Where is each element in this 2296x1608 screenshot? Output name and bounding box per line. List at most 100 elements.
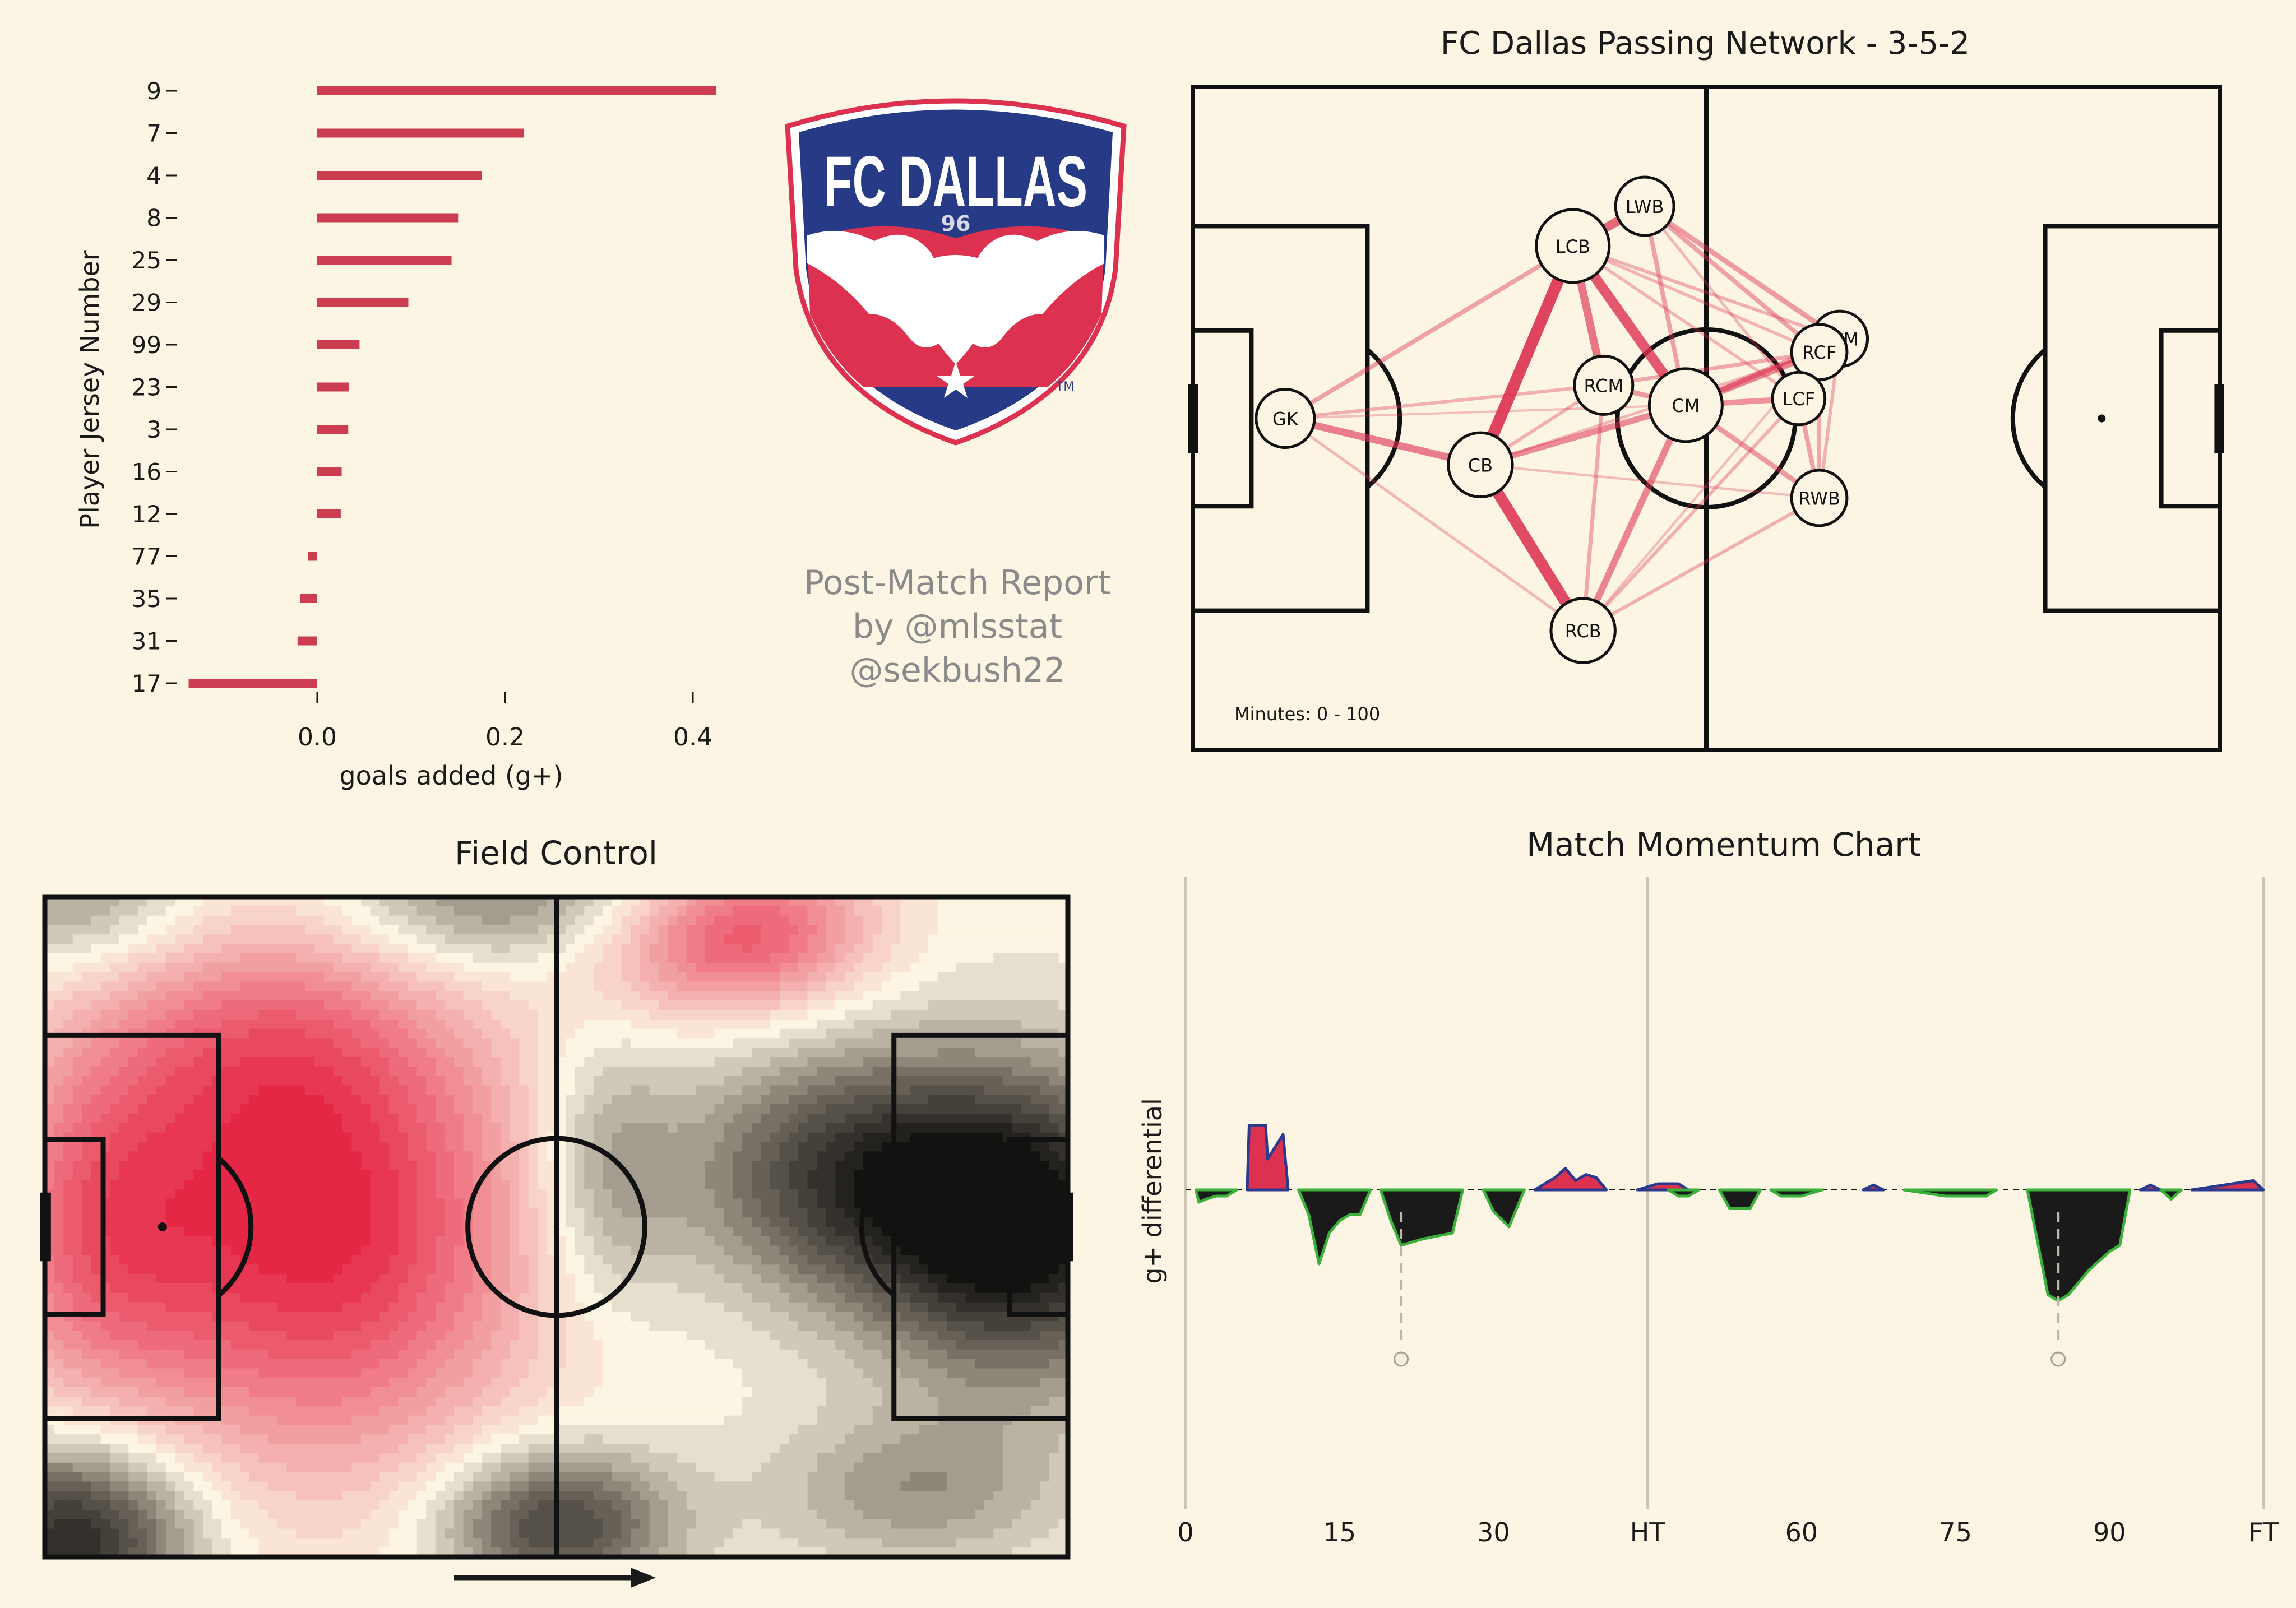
heat-cell — [258, 1009, 269, 1020]
gplus-ylabel-4: 4 — [146, 162, 161, 189]
heat-cell — [91, 1095, 101, 1105]
heat-cell — [649, 1302, 659, 1313]
heat-cell — [593, 1227, 604, 1237]
heat-cell — [416, 1245, 427, 1256]
heat-cell — [435, 1189, 446, 1199]
heat-cell — [193, 925, 203, 935]
heat-cell — [705, 1076, 715, 1086]
heat-cell — [342, 1255, 353, 1265]
heat-cell — [909, 925, 920, 935]
heat-cell — [937, 1245, 947, 1256]
heat-cell — [528, 1274, 538, 1284]
heat-cell — [807, 1161, 817, 1171]
heat-cell — [817, 1245, 827, 1256]
heat-cell — [463, 972, 473, 983]
heat-cell — [696, 1302, 706, 1313]
heat-cell — [416, 1198, 427, 1208]
heat-cell — [928, 972, 938, 983]
heat-cell — [659, 1057, 669, 1067]
heat-cell — [575, 1019, 585, 1030]
heat-cell — [286, 1114, 297, 1124]
heat-cell — [165, 962, 175, 973]
heat-cell — [1012, 1189, 1022, 1199]
heat-cell — [863, 1161, 873, 1171]
heat-cell — [1049, 1227, 1059, 1237]
heat-cell — [928, 1245, 938, 1256]
heat-cell — [268, 1009, 278, 1020]
heat-cell — [463, 1038, 473, 1048]
heat-cell — [677, 1048, 687, 1058]
heat-cell — [454, 1057, 464, 1067]
player-node-cm — [1647, 367, 1724, 443]
heat-cell — [1040, 1048, 1050, 1058]
heat-cell — [612, 1198, 622, 1208]
heat-cell — [835, 1095, 845, 1105]
heat-cell — [249, 1179, 260, 1190]
heat-cell — [82, 1104, 92, 1114]
heat-cell — [742, 1274, 752, 1284]
heat-cell — [463, 1009, 473, 1020]
heat-cell — [584, 981, 594, 991]
heat-cell — [314, 1264, 325, 1275]
heat-cell — [919, 1132, 929, 1143]
heat-cell — [975, 1208, 985, 1218]
heat-cell — [361, 1208, 371, 1218]
heat-cell — [110, 1255, 120, 1265]
heat-cell — [119, 1048, 129, 1058]
heat-cell — [370, 1085, 380, 1095]
heat-cell — [388, 1066, 399, 1077]
heat-cell — [798, 1085, 808, 1095]
heat-cell — [221, 1208, 232, 1218]
heat-cell — [659, 1151, 669, 1161]
heat-cell — [156, 1038, 166, 1048]
heat-cell — [714, 1217, 724, 1227]
heat-cell — [156, 915, 166, 926]
heat-cell — [221, 1132, 232, 1143]
heat-cell — [826, 1292, 836, 1303]
heat-cell — [882, 1104, 892, 1114]
heat-cell — [416, 1179, 427, 1190]
heat-cell — [714, 1245, 724, 1256]
heat-cell — [835, 1274, 845, 1284]
heat-cell — [426, 934, 436, 944]
heat-cell — [854, 1151, 864, 1161]
heat-cell — [203, 1076, 213, 1086]
heat-cell — [175, 1179, 185, 1190]
heat-cell — [528, 1038, 538, 1048]
heat-cell — [258, 1066, 269, 1077]
heat-cell — [305, 1161, 315, 1171]
heat-cell — [454, 1189, 464, 1199]
heat-cell — [593, 1264, 604, 1275]
heat-cell — [323, 1292, 334, 1303]
heat-cell — [714, 1066, 724, 1077]
heat-cell — [500, 1104, 511, 1114]
heat-cell — [844, 1292, 855, 1303]
heat-cell — [473, 1236, 483, 1246]
heat-cell — [203, 1066, 213, 1077]
credit-title: Post-Match Report — [804, 563, 1111, 603]
heat-cell — [686, 962, 696, 973]
heat-cell — [659, 1255, 669, 1265]
heat-cell — [807, 1142, 817, 1152]
heat-cell — [435, 1095, 446, 1105]
heat-cell — [258, 1085, 269, 1095]
heat-cell — [398, 1198, 408, 1208]
heat-cell — [184, 1161, 195, 1171]
heat-cell — [1021, 925, 1031, 935]
player-label-cm: CM — [1672, 395, 1700, 416]
heat-cell — [128, 1123, 138, 1133]
heat-cell — [519, 991, 529, 1001]
heat-cell — [714, 1142, 724, 1152]
heat-cell — [54, 1123, 64, 1133]
heat-cell — [305, 1142, 315, 1152]
heat-cell — [203, 1000, 213, 1011]
heat-cell — [119, 1095, 129, 1105]
heat-cell — [193, 1292, 203, 1303]
heat-cell — [398, 953, 408, 963]
heat-cell — [668, 972, 678, 983]
heat-cell — [333, 1066, 343, 1077]
heat-cell — [240, 1274, 250, 1284]
heat-cell — [342, 953, 353, 963]
heat-cell — [147, 1132, 157, 1143]
heat-cell — [137, 915, 148, 926]
